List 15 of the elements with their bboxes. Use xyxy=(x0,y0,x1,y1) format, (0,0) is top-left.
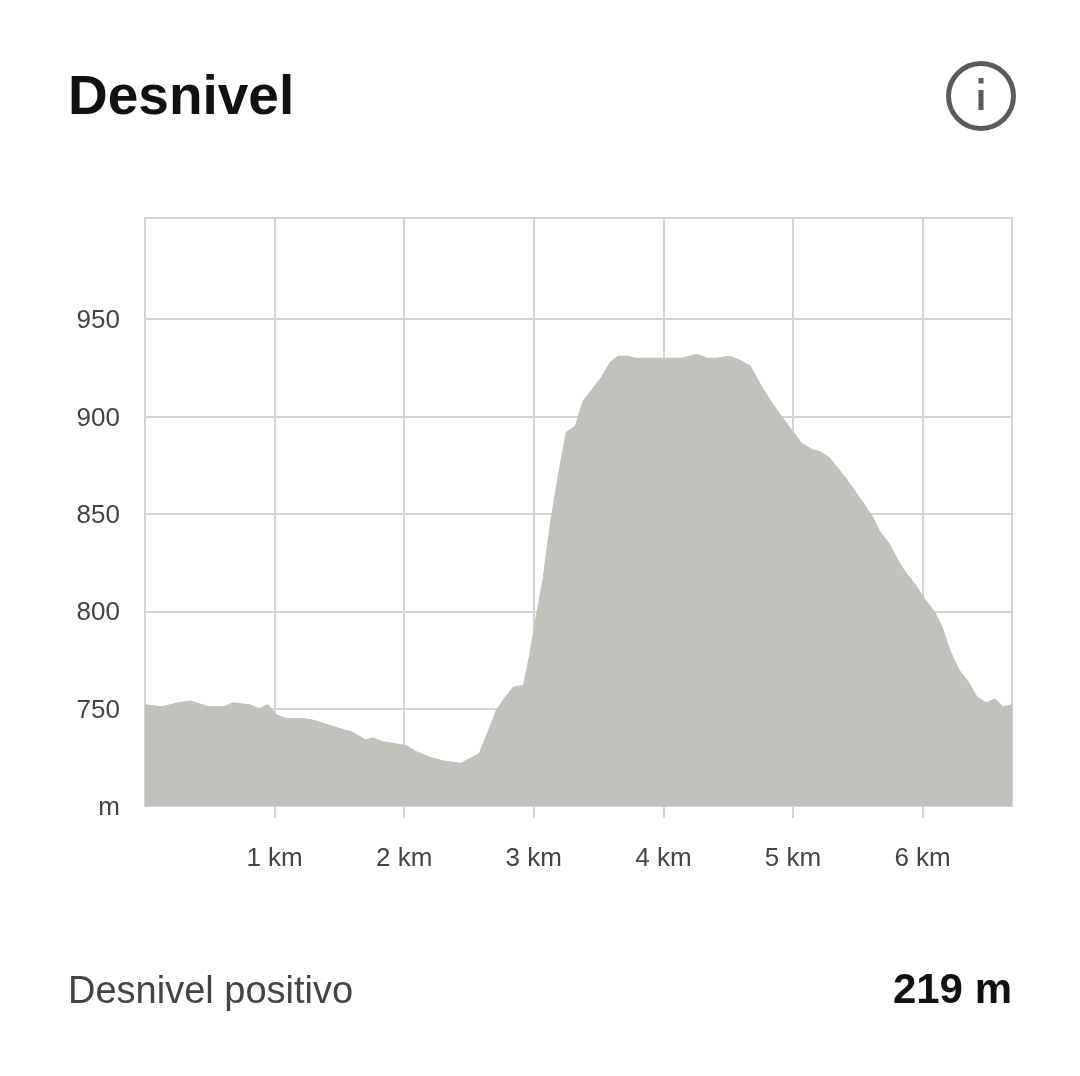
y-tick-label: 850 xyxy=(76,498,120,529)
chart-title: Desnivel xyxy=(68,64,295,126)
y-tick-label: m xyxy=(98,791,120,821)
x-tick-label: 6 km xyxy=(894,842,951,872)
y-tick-label: 750 xyxy=(76,693,120,724)
y-tick-label: 900 xyxy=(76,401,120,432)
text: Desnivel positivo xyxy=(68,969,354,1011)
x-tick-label: 2 km xyxy=(376,842,433,872)
x-tick-label: 4 km xyxy=(635,842,692,872)
y-tick-label: 800 xyxy=(76,596,120,627)
y-tick-label: 950 xyxy=(76,304,120,335)
x-tick-label: 1 km xyxy=(246,842,303,872)
text: 219 m xyxy=(892,965,1012,1012)
x-tick-label: 3 km xyxy=(505,842,562,872)
x-tick-label: 5 km xyxy=(764,842,822,872)
